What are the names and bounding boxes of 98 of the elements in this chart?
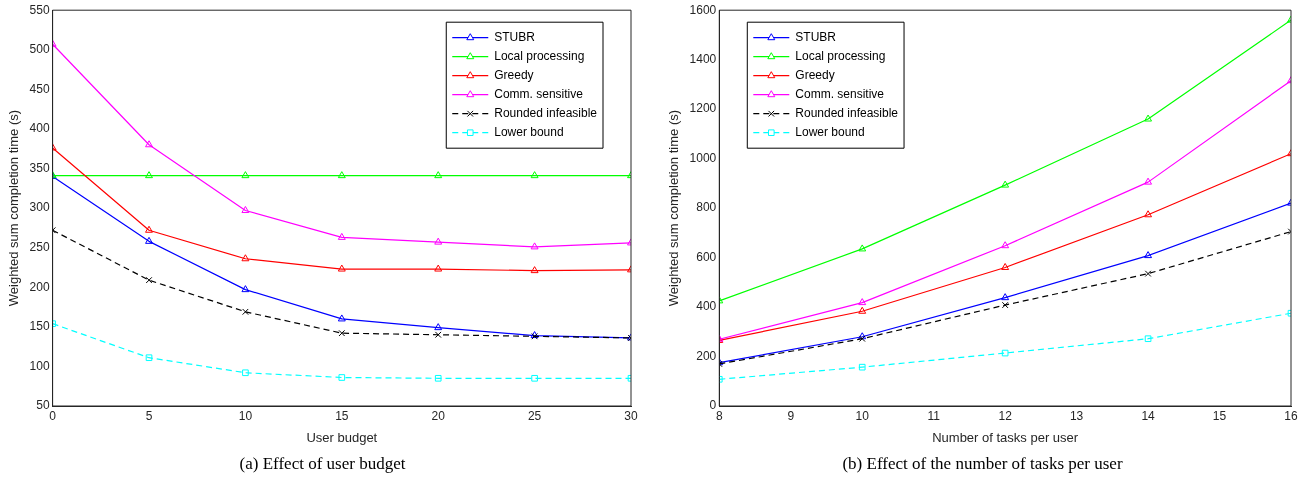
y-tick-label: 400: [695, 299, 717, 314]
point: [857, 298, 866, 306]
y-tick-label: 1600: [689, 2, 717, 17]
point: [530, 171, 539, 179]
point: [433, 323, 442, 331]
text: (a) Effect of user budget: [239, 454, 406, 474]
legend-label: Greedy: [493, 68, 534, 83]
y-tick-label: 550: [29, 2, 50, 17]
point: [1144, 270, 1151, 277]
legend-label: Lower bound: [794, 125, 865, 140]
x-tick-label: 10: [855, 408, 869, 423]
y-tick-label: 1000: [689, 150, 717, 165]
x-tick-label: 11: [926, 408, 940, 423]
x-tick-label: 12: [997, 408, 1012, 423]
y-tick-label: 250: [29, 239, 50, 254]
x-tick-label: 14: [1140, 408, 1155, 423]
y-tick-label: 200: [695, 348, 717, 363]
x-tick-label: 5: [145, 408, 153, 423]
legend-label: Rounded infeasible: [493, 106, 597, 121]
legend-label: Local processing: [794, 49, 885, 64]
x-tick-label: 8: [715, 408, 723, 423]
legend-label: Comm. sensitive: [794, 87, 884, 102]
point: [241, 308, 249, 316]
point: [433, 237, 442, 245]
point: [1001, 349, 1008, 357]
point: [337, 171, 346, 179]
point: [1000, 262, 1009, 270]
x-tick-label: 20: [431, 408, 445, 423]
y-tick-label: 400: [29, 121, 50, 136]
point: [240, 254, 249, 262]
y-tick-label: 100: [29, 358, 50, 373]
x-tick-label: 13: [1069, 408, 1084, 423]
point: [857, 306, 866, 314]
point: [337, 232, 346, 240]
point: [1143, 251, 1152, 259]
y-tick-label: 500: [29, 42, 50, 57]
point: [434, 331, 442, 339]
y-axis-title: Weighted sum completion time (s): [5, 109, 21, 307]
point: [1001, 301, 1008, 309]
y-tick-label: 350: [29, 160, 50, 175]
y-axis-title: Weighted sum completion time (s): [665, 109, 681, 307]
x-tick-label: 15: [1212, 408, 1227, 423]
legend-label: Local processing: [493, 49, 584, 64]
point: [434, 374, 442, 382]
point: [1000, 293, 1009, 301]
point: [337, 329, 345, 337]
legend-label: Greedy: [794, 68, 835, 83]
point: [530, 242, 539, 250]
x-tick-label: 16: [1283, 408, 1298, 423]
point: [145, 276, 152, 284]
x-tick-label: 9: [786, 408, 794, 423]
y-tick-label: 600: [695, 249, 717, 264]
x-tick-label: 10: [238, 408, 252, 423]
y-tick-label: 300: [29, 200, 50, 215]
point: [240, 205, 249, 213]
point: [1000, 180, 1009, 188]
point: [433, 264, 442, 272]
x-tick-label: 25: [527, 408, 542, 423]
y-tick-label: 1400: [689, 51, 717, 66]
point: [144, 171, 153, 179]
point: [240, 285, 249, 293]
y-tick-label: 50: [35, 398, 50, 413]
legend-label: Rounded infeasible: [794, 106, 898, 121]
legend-label: Lower bound: [493, 125, 564, 140]
x-tick-label: 30: [623, 408, 638, 423]
point: [1143, 210, 1152, 218]
line-series: [52, 320, 631, 382]
text: (b) Effect of the number of tasks per user: [842, 454, 1123, 474]
point: [144, 225, 153, 233]
y-tick-label: 200: [29, 279, 50, 294]
point: [241, 369, 249, 377]
point: [433, 171, 442, 179]
x-axis-title: User budget: [305, 429, 378, 445]
x-tick-label: 15: [334, 408, 349, 423]
point: [1143, 114, 1152, 122]
point: [1144, 335, 1151, 343]
y-tick-label: 1200: [689, 101, 717, 116]
legend-label: STUBR: [794, 30, 836, 45]
point: [337, 264, 346, 272]
y-tick-label: 0: [709, 398, 717, 413]
point: [240, 171, 249, 179]
point: [530, 374, 538, 382]
y-tick-label: 450: [29, 81, 50, 96]
point: [144, 140, 153, 148]
point: [144, 236, 153, 244]
point: [337, 314, 346, 322]
point: [145, 354, 152, 362]
point: [857, 244, 866, 252]
x-axis-title: Number of tasks per user: [931, 429, 1079, 445]
y-tick-label: 800: [695, 200, 717, 215]
point: [337, 374, 345, 381]
point: [1143, 177, 1152, 185]
point: [530, 266, 539, 274]
point: [1000, 241, 1009, 249]
point: [858, 363, 866, 371]
legend-label: STUBR: [493, 30, 535, 45]
y-tick-label: 150: [29, 319, 50, 334]
legend-label: Comm. sensitive: [493, 87, 583, 102]
